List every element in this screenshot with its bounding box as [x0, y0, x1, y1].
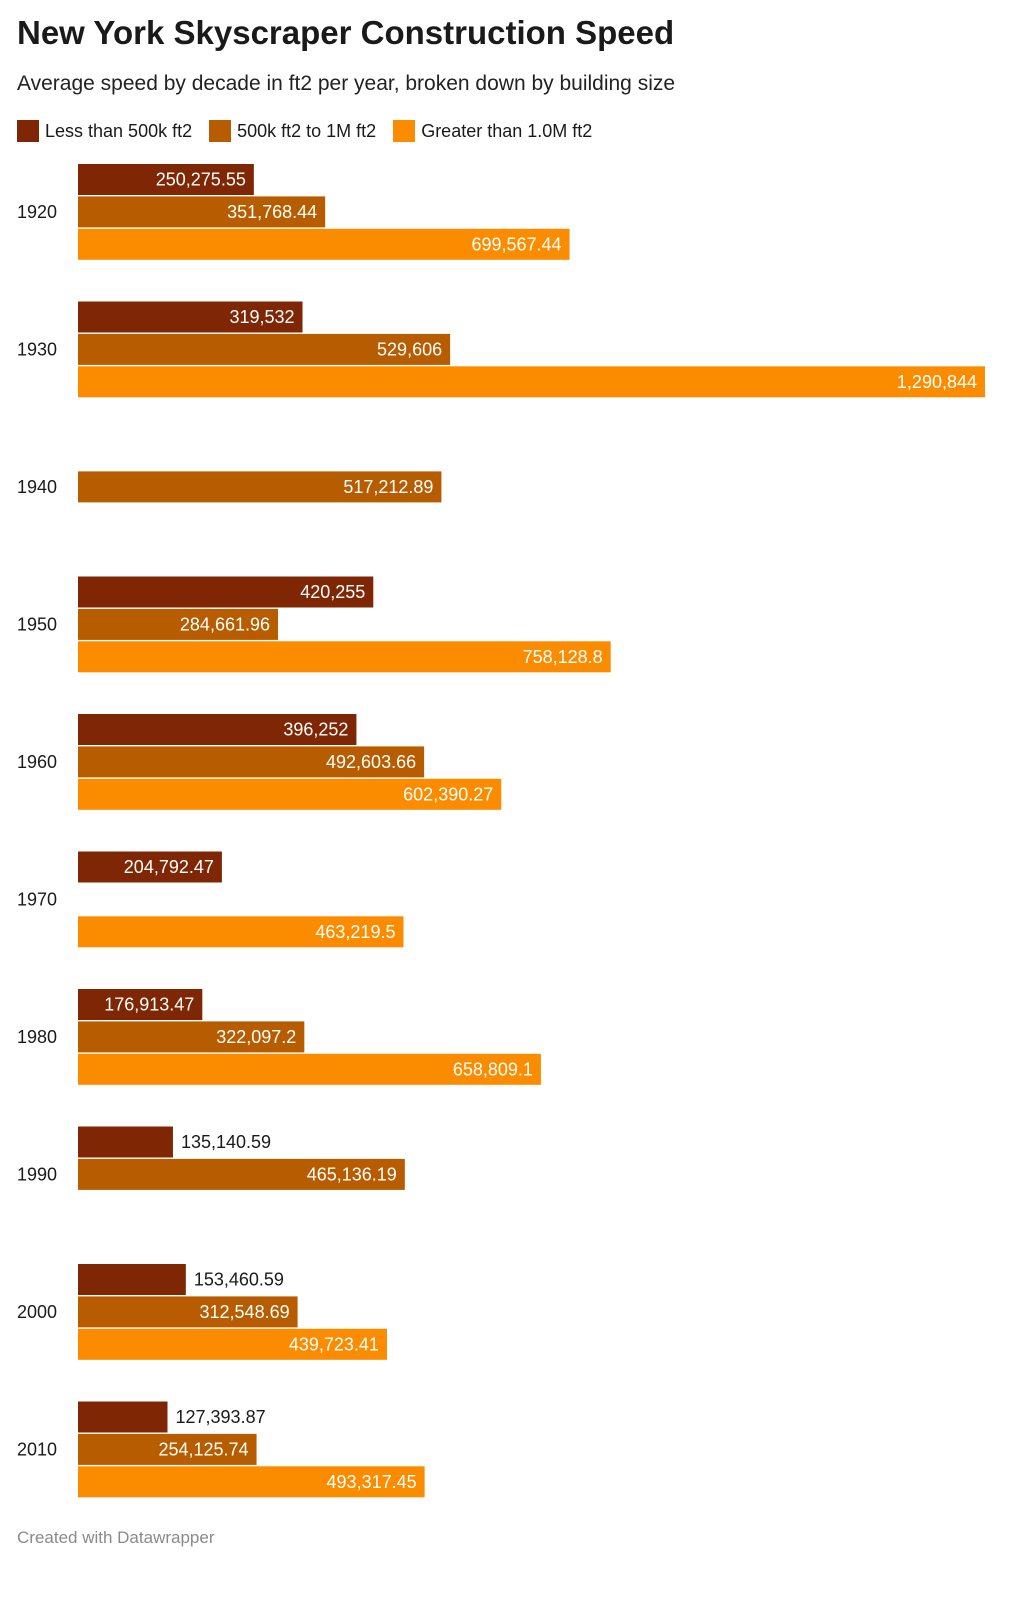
bar-1950-large — [78, 641, 611, 673]
bar-value-label-2000-medium: 312,548.69 — [200, 1302, 290, 1322]
bar-1990-small — [78, 1126, 173, 1158]
bar-value-label-1970-large: 463,219.5 — [315, 922, 395, 942]
bar-1920-small — [78, 164, 254, 195]
bar-value-label-1950-large: 758,128.8 — [523, 647, 603, 667]
bar-1930-medium — [78, 333, 451, 365]
category-label-2000: 2000 — [17, 1302, 57, 1322]
bar-value-label-1980-small: 176,913.47 — [104, 995, 194, 1015]
bar-1920-large — [78, 228, 570, 260]
category-label-1980: 1980 — [17, 1027, 57, 1047]
legend-swatch-small — [17, 120, 39, 142]
bar-chart: 1920 250,275.55 351,768.44 699,567.44 1930 31… — [17, 164, 985, 1498]
legend-item-medium: 500k ft2 to 1M ft2 — [209, 120, 376, 142]
legend: Less than 500k ft2 500k ft2 to 1M ft2 Gr… — [17, 120, 609, 142]
bar-value-label-2010-medium: 254,125.74 — [158, 1439, 248, 1459]
legend-item-small: Less than 500k ft2 — [17, 120, 192, 142]
legend-swatch-medium — [209, 120, 232, 142]
bar-value-label-1950-medium: 284,661.96 — [180, 614, 270, 634]
bar-1930-large — [78, 366, 985, 398]
bar-value-label-2010-large: 493,317.45 — [327, 1472, 417, 1492]
bar-2010-large — [78, 1466, 425, 1498]
category-label-2010: 2010 — [17, 1439, 57, 1459]
bar-value-label-2000-small: 153,460.59 — [194, 1270, 284, 1290]
bar-1940-medium — [78, 471, 442, 503]
bar-1960-large — [78, 778, 502, 810]
bar-value-label-2000-large: 439,723.41 — [289, 1334, 379, 1354]
bar-1980-medium — [78, 1021, 305, 1053]
bar-value-label-1930-small: 319,532 — [229, 307, 294, 327]
bar-value-label-1940-medium: 517,212.89 — [343, 477, 433, 497]
footer-credit: Created with Datawrapper — [17, 1528, 215, 1547]
bar-1930-small — [78, 301, 303, 333]
bar-value-label-1960-large: 602,390.27 — [403, 784, 493, 804]
bar-1980-large — [78, 1053, 541, 1085]
bar-1950-medium — [78, 608, 279, 640]
category-label-1970: 1970 — [17, 889, 57, 909]
category-label-1960: 1960 — [17, 752, 57, 772]
bar-value-label-1980-medium: 322,097.2 — [216, 1027, 296, 1047]
bar-value-label-1970-small: 204,792.47 — [124, 857, 214, 877]
bar-value-label-1950-small: 420,255 — [300, 582, 365, 602]
bar-2000-medium — [78, 1296, 298, 1328]
legend-item-large: Greater than 1.0M ft2 — [393, 120, 592, 142]
bar-value-label-1920-large: 699,567.44 — [471, 234, 561, 254]
bar-1950-small — [78, 576, 374, 608]
bar-value-label-1960-medium: 492,603.66 — [326, 752, 416, 772]
bar-value-label-1930-large: 1,290,844 — [897, 372, 977, 392]
bar-1960-small — [78, 714, 357, 745]
legend-label-small: Less than 500k ft2 — [45, 120, 193, 141]
legend-label-large: Greater than 1.0M ft2 — [421, 120, 593, 141]
bar-value-label-1920-medium: 351,768.44 — [227, 202, 317, 222]
bar-2000-small — [78, 1264, 186, 1295]
legend-swatch-large — [393, 120, 416, 142]
bar-1970-small — [78, 851, 222, 883]
bar-value-label-1980-large: 658,809.1 — [453, 1059, 533, 1079]
category-label-1940: 1940 — [17, 477, 57, 497]
bar-value-label-1920-small: 250,275.55 — [156, 170, 246, 190]
legend-label-medium: 500k ft2 to 1M ft2 — [237, 120, 377, 141]
chart-title: New York Skyscraper Construction Speed — [17, 14, 675, 51]
bar-value-label-1960-small: 396,252 — [283, 720, 348, 740]
category-label-1920: 1920 — [17, 202, 57, 222]
bar-value-label-2010-small: 127,393.87 — [176, 1407, 266, 1427]
bar-value-label-1990-medium: 465,136.19 — [307, 1164, 397, 1184]
bar-1980-small — [78, 989, 203, 1020]
bar-1920-medium — [78, 196, 326, 228]
category-label-1990: 1990 — [17, 1164, 57, 1184]
bar-2010-small — [78, 1401, 168, 1433]
bar-1990-medium — [78, 1158, 405, 1190]
category-label-1950: 1950 — [17, 614, 57, 634]
bar-value-label-1990-small: 135,140.59 — [181, 1132, 271, 1152]
bar-value-label-1930-medium: 529,606 — [377, 339, 442, 359]
bar-1960-medium — [78, 746, 425, 778]
chart-subtitle: Average speed by decade in ft2 per year,… — [17, 72, 676, 95]
category-label-1930: 1930 — [17, 339, 57, 359]
bar-1970-large — [78, 916, 404, 948]
bar-2000-large — [78, 1328, 387, 1360]
bar-2010-medium — [78, 1433, 257, 1465]
